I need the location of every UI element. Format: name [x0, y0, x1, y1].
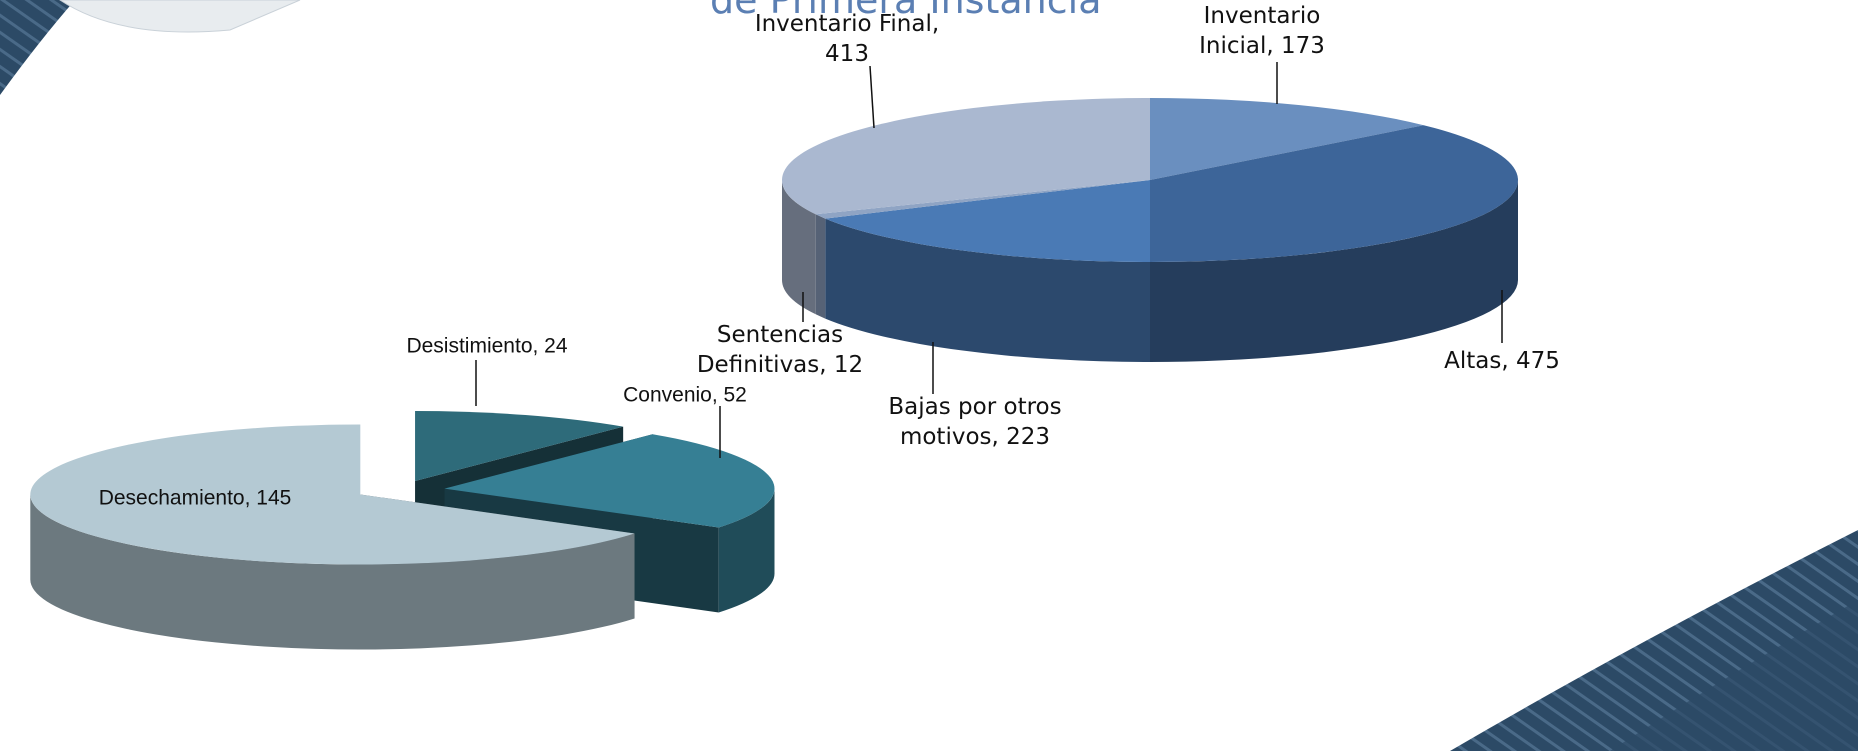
slice-side [30, 494, 635, 650]
charts [30, 62, 1518, 650]
slide-title: de Primera Instancia [710, 0, 1102, 22]
slice-side [815, 214, 826, 319]
data-label: Convenio, 52 [623, 383, 747, 407]
slice-side [718, 488, 775, 613]
data-label: Inventario Inicial, 173 [1199, 3, 1325, 59]
data-label: Desistimiento, 24 [406, 334, 568, 358]
data-label: Bajas por otros motivos, 223 [888, 394, 1062, 450]
pie-slice [415, 411, 624, 482]
data-label: Sentencias Definitivas, 12 [696, 322, 864, 378]
slice-side [825, 218, 1150, 362]
corner-decoration [0, 0, 75, 95]
data-label: Desechamiento, 145 [98, 486, 292, 510]
pie-slice [1150, 98, 1424, 180]
corner-decoration [1610, 600, 1858, 751]
leader-line [869, 65, 875, 129]
slice-side [1150, 180, 1518, 362]
pie-slice [825, 180, 1150, 262]
pie-slice [444, 434, 775, 528]
pie-slice [30, 424, 635, 565]
logo-fragment [59, 0, 301, 33]
data-label: Inventario Final, 413 [754, 11, 940, 67]
slice-side [782, 180, 816, 315]
pie-slice [1150, 125, 1518, 263]
pie-slice [815, 180, 1150, 219]
data-label: Altas, 475 [1444, 348, 1560, 375]
